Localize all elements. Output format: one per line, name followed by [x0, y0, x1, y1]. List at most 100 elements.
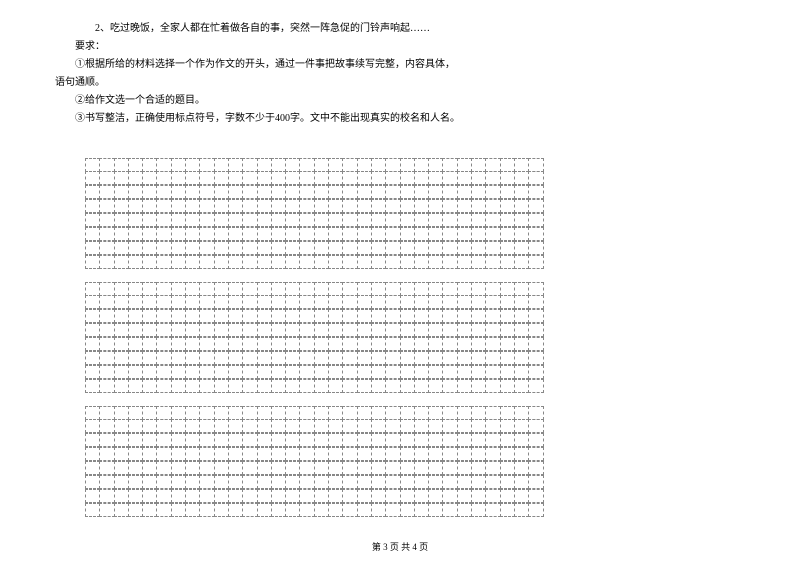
grid-cell	[171, 461, 186, 475]
grid-cell	[471, 282, 486, 296]
grid-cell	[156, 419, 171, 433]
grid-cell	[185, 255, 200, 269]
grid-cell	[514, 433, 529, 447]
grid-cell	[242, 158, 257, 172]
grid-cell	[257, 365, 272, 379]
grid-cell	[357, 475, 372, 489]
grid-cell	[299, 185, 314, 199]
grid-cell	[299, 337, 314, 351]
grid-cell	[114, 171, 129, 185]
grid-cell	[471, 199, 486, 213]
grid-row	[85, 338, 720, 352]
grid-cell	[85, 241, 100, 255]
grid-cell	[171, 406, 186, 420]
grid-cell	[385, 461, 400, 475]
grid-cell	[414, 419, 429, 433]
grid-cell	[514, 351, 529, 365]
grid-cell	[228, 309, 243, 323]
grid-cell	[171, 171, 186, 185]
grid-cell	[400, 255, 415, 269]
grid-cell	[257, 295, 272, 309]
grid-cell	[228, 461, 243, 475]
grid-cell	[214, 406, 229, 420]
grid-row	[85, 200, 720, 214]
grid-cell	[299, 461, 314, 475]
grid-cell	[414, 295, 429, 309]
grid-cell	[128, 419, 143, 433]
grid-cell	[271, 379, 286, 393]
grid-cell	[528, 158, 543, 172]
grid-cell	[242, 185, 257, 199]
grid-cell	[257, 185, 272, 199]
grid-cell	[371, 447, 386, 461]
grid-cell	[385, 433, 400, 447]
grid-cell	[114, 433, 129, 447]
grid-cell	[156, 171, 171, 185]
grid-cell	[171, 419, 186, 433]
grid-cell	[428, 337, 443, 351]
grid-cell	[271, 461, 286, 475]
grid-cell	[128, 241, 143, 255]
grid-cell	[171, 337, 186, 351]
grid-cell	[442, 406, 457, 420]
grid-cell	[357, 171, 372, 185]
grid-cell	[414, 461, 429, 475]
grid-cell	[228, 503, 243, 517]
line-6: ③书写整洁，正确使用标点符号，字数不少于400字。文中不能出现真实的校名和人名。	[55, 110, 720, 128]
grid-cell	[99, 489, 114, 503]
grid-cell	[342, 171, 357, 185]
grid-row	[85, 256, 720, 270]
grid-cell	[156, 503, 171, 517]
grid-cell	[142, 351, 157, 365]
grid-cell	[185, 475, 200, 489]
grid-cell	[142, 309, 157, 323]
grid-cell	[485, 227, 500, 241]
grid-cell	[371, 419, 386, 433]
grid-cell	[457, 199, 472, 213]
grid-cell	[342, 295, 357, 309]
grid-cell	[457, 241, 472, 255]
line-3: ①根据所给的材料选择一个作为作文的开头，通过一件事把故事续写完整，内容具体，	[55, 56, 720, 74]
grid-cell	[385, 489, 400, 503]
grid-cell	[314, 309, 329, 323]
grid-cell	[257, 255, 272, 269]
grid-cell	[471, 461, 486, 475]
grid-cell	[328, 323, 343, 337]
grid-cell	[314, 489, 329, 503]
grid-cell	[85, 171, 100, 185]
grid-cell	[142, 295, 157, 309]
grid-cell	[414, 227, 429, 241]
grid-cell	[242, 351, 257, 365]
grid-cell	[128, 171, 143, 185]
grid-cell	[228, 171, 243, 185]
grid-cell	[442, 323, 457, 337]
grid-cell	[114, 447, 129, 461]
grid-cell	[371, 379, 386, 393]
grid-cell	[428, 433, 443, 447]
grid-cell	[500, 171, 515, 185]
grid-cell	[299, 282, 314, 296]
grid-cell	[442, 475, 457, 489]
grid-row	[85, 366, 720, 380]
grid-cell	[457, 379, 472, 393]
grid-cell	[257, 227, 272, 241]
grid-cell	[528, 379, 543, 393]
grid-cell	[442, 351, 457, 365]
grid-cell	[156, 282, 171, 296]
grid-cell	[528, 282, 543, 296]
grid-cell	[185, 379, 200, 393]
grid-cell	[314, 171, 329, 185]
grid-cell	[414, 171, 429, 185]
grid-cell	[385, 199, 400, 213]
grid-cell	[114, 419, 129, 433]
grid-cell	[299, 309, 314, 323]
grid-cell	[156, 295, 171, 309]
grid-cell	[271, 199, 286, 213]
grid-cell	[500, 433, 515, 447]
grid-cell	[428, 227, 443, 241]
grid-cell	[357, 503, 372, 517]
grid-cell	[185, 351, 200, 365]
grid-cell	[328, 337, 343, 351]
grid-cell	[156, 309, 171, 323]
grid-cell	[185, 489, 200, 503]
